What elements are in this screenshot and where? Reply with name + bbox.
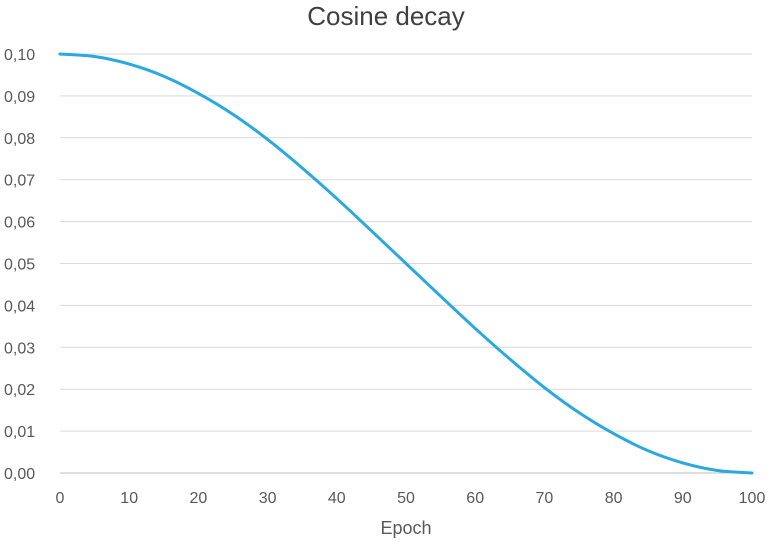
x-tick-label: 70: [536, 490, 554, 507]
data-point: [439, 294, 443, 298]
data-point: [369, 229, 373, 233]
data-point: [404, 262, 408, 266]
y-tick-label: 0,08: [4, 131, 35, 148]
x-tick-label: 80: [605, 490, 623, 507]
data-point: [266, 137, 270, 141]
y-tick-label: 0,03: [4, 340, 35, 357]
x-axis-tick-labels: 0 10 20 30 40 50 60 70 80 90 100: [56, 490, 766, 507]
x-tick-label: 60: [466, 490, 484, 507]
y-tick-label: 0,04: [4, 298, 35, 315]
data-point: [231, 112, 235, 116]
data-point: [300, 166, 304, 170]
chart-title: Cosine decay: [307, 1, 465, 31]
data-point: [335, 197, 339, 201]
data-point: [508, 357, 512, 361]
data-point: [542, 386, 546, 390]
series-line: [58, 52, 754, 475]
y-tick-label: 0,00: [4, 466, 35, 483]
x-tick-label: 20: [190, 490, 208, 507]
gridlines: [60, 53, 752, 474]
x-tick-label: 40: [328, 490, 346, 507]
x-tick-label: 0: [56, 490, 65, 507]
data-point: [127, 62, 131, 66]
data-point: [58, 52, 62, 56]
data-point: [577, 411, 581, 415]
y-tick-label: 0,02: [4, 382, 35, 399]
y-tick-label: 0,05: [4, 257, 35, 274]
y-tick-label: 0,06: [4, 215, 35, 232]
x-tick-label: 10: [120, 490, 138, 507]
data-point: [750, 471, 754, 475]
data-point: [612, 432, 616, 436]
x-axis-title: Epoch: [380, 518, 431, 538]
x-tick-label: 90: [674, 490, 692, 507]
y-tick-label: 0,09: [4, 89, 35, 106]
x-tick-label: 100: [739, 490, 766, 507]
y-tick-label: 0,10: [4, 47, 35, 64]
data-point: [473, 326, 477, 330]
y-axis-tick-labels: 0,00 0,01 0,02 0,03 0,04 0,05 0,06 0,07 0,08 0,09…: [4, 47, 35, 483]
data-point: [646, 449, 650, 453]
data-point: [93, 55, 97, 59]
series-layer: [58, 52, 754, 475]
x-tick-label: 50: [397, 490, 415, 507]
data-point: [162, 74, 166, 78]
y-tick-label: 0,07: [4, 173, 35, 190]
data-point: [715, 468, 719, 472]
x-tick-label: 30: [259, 490, 277, 507]
y-tick-label: 0,01: [4, 424, 35, 441]
data-point: [196, 91, 200, 95]
data-point: [681, 461, 685, 465]
